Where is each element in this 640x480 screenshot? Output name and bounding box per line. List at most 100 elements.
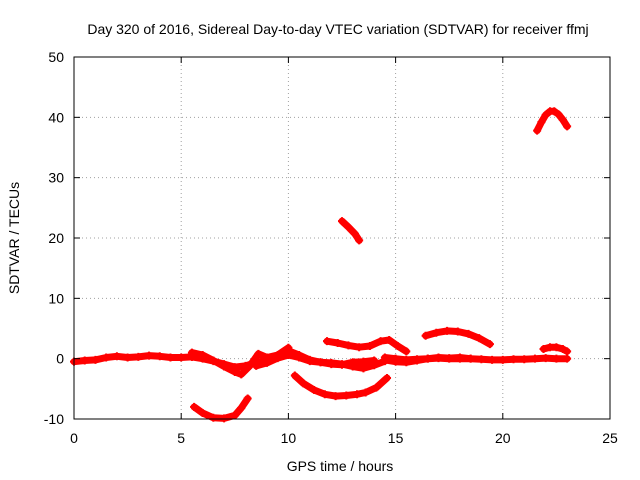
data-point — [112, 352, 121, 361]
data-point — [134, 352, 143, 361]
data-point — [485, 340, 494, 349]
data-point — [445, 354, 454, 363]
x-axis-label: GPS time / hours — [287, 458, 394, 474]
data-point — [539, 345, 548, 354]
y-tick-label: 10 — [48, 290, 64, 306]
data-point — [299, 379, 308, 388]
data-point — [333, 338, 342, 347]
data-point — [145, 351, 154, 360]
data-point — [464, 329, 473, 338]
data-point — [413, 355, 422, 364]
data-point — [305, 357, 314, 366]
y-axis-label: SDTVAR / TECUs — [6, 182, 22, 294]
data-point — [327, 360, 336, 369]
data-point — [241, 361, 250, 370]
data-point — [423, 354, 432, 363]
data-point — [187, 352, 196, 361]
data-point — [237, 404, 246, 413]
data-point — [353, 390, 362, 399]
data-point — [284, 351, 293, 360]
data-point — [550, 107, 559, 116]
data-point — [558, 115, 567, 124]
y-tick-label: 50 — [48, 49, 64, 65]
data-point — [488, 355, 497, 364]
data-point — [370, 356, 379, 365]
data-point — [91, 355, 100, 364]
data-point — [385, 335, 394, 344]
data-point — [252, 361, 261, 370]
data-point — [230, 363, 239, 372]
data-point — [273, 354, 282, 363]
data-point — [443, 326, 452, 335]
data-point — [434, 353, 443, 362]
data-point — [383, 373, 392, 382]
data-point — [355, 236, 364, 245]
data-point — [262, 358, 271, 367]
series-arc-12to13-high — [338, 217, 364, 245]
data-point — [563, 354, 572, 363]
x-tick-label: 10 — [281, 430, 297, 446]
data-point — [552, 343, 561, 352]
series-trace — [291, 372, 391, 400]
data-point — [198, 354, 207, 363]
data-point — [348, 358, 357, 367]
data-point — [402, 347, 411, 356]
data-point — [322, 337, 331, 346]
chart-title: Day 320 of 2016, Sidereal Day-to-day VTE… — [87, 21, 588, 37]
data-point — [475, 334, 484, 343]
data-point — [359, 357, 368, 366]
data-point — [177, 353, 186, 362]
series-arc-low-6to8 — [190, 394, 252, 423]
data-point — [541, 354, 550, 363]
data-point — [166, 353, 175, 362]
series-trace — [252, 351, 378, 370]
data-series — [70, 107, 572, 423]
data-point — [533, 126, 542, 135]
grid — [74, 57, 610, 419]
data-point — [344, 223, 353, 232]
data-point — [338, 360, 346, 369]
x-tick-label: 15 — [388, 430, 404, 446]
data-point — [338, 217, 346, 226]
x-tick-label: 25 — [602, 430, 618, 446]
x-tick-label: 20 — [495, 430, 511, 446]
data-point — [498, 355, 507, 364]
data-point — [477, 355, 486, 364]
data-point — [432, 328, 441, 337]
data-point — [331, 392, 340, 401]
data-point — [310, 386, 319, 395]
data-point — [209, 357, 218, 366]
data-point — [466, 354, 475, 363]
y-tick-label: 40 — [48, 109, 64, 125]
series-arc-upper-12to15 — [322, 335, 411, 356]
data-point — [361, 388, 370, 397]
data-point — [80, 356, 89, 365]
series-arc-low-10to14 — [290, 371, 392, 401]
series-band-main-early — [70, 351, 196, 366]
data-point — [520, 355, 529, 364]
data-point — [552, 354, 561, 363]
data-point — [453, 327, 462, 336]
data-point — [102, 353, 111, 362]
data-point — [563, 122, 572, 131]
data-point — [380, 353, 389, 362]
data-point — [541, 110, 550, 119]
x-tick-label: 0 — [70, 430, 78, 446]
data-point — [376, 337, 385, 346]
data-point — [230, 411, 239, 420]
data-point — [123, 353, 132, 362]
data-point — [220, 360, 229, 369]
data-point — [563, 347, 572, 356]
data-point — [220, 414, 229, 423]
data-point — [243, 394, 252, 403]
data-point — [198, 408, 207, 417]
data-point — [155, 352, 164, 361]
series-arc-upper-16to19 — [421, 326, 494, 349]
data-point — [455, 353, 464, 362]
data-point — [537, 118, 546, 127]
data-point — [372, 383, 381, 392]
y-tick-label: -10 — [44, 411, 64, 427]
data-point — [344, 341, 353, 350]
series-band-main-late2 — [380, 353, 475, 364]
